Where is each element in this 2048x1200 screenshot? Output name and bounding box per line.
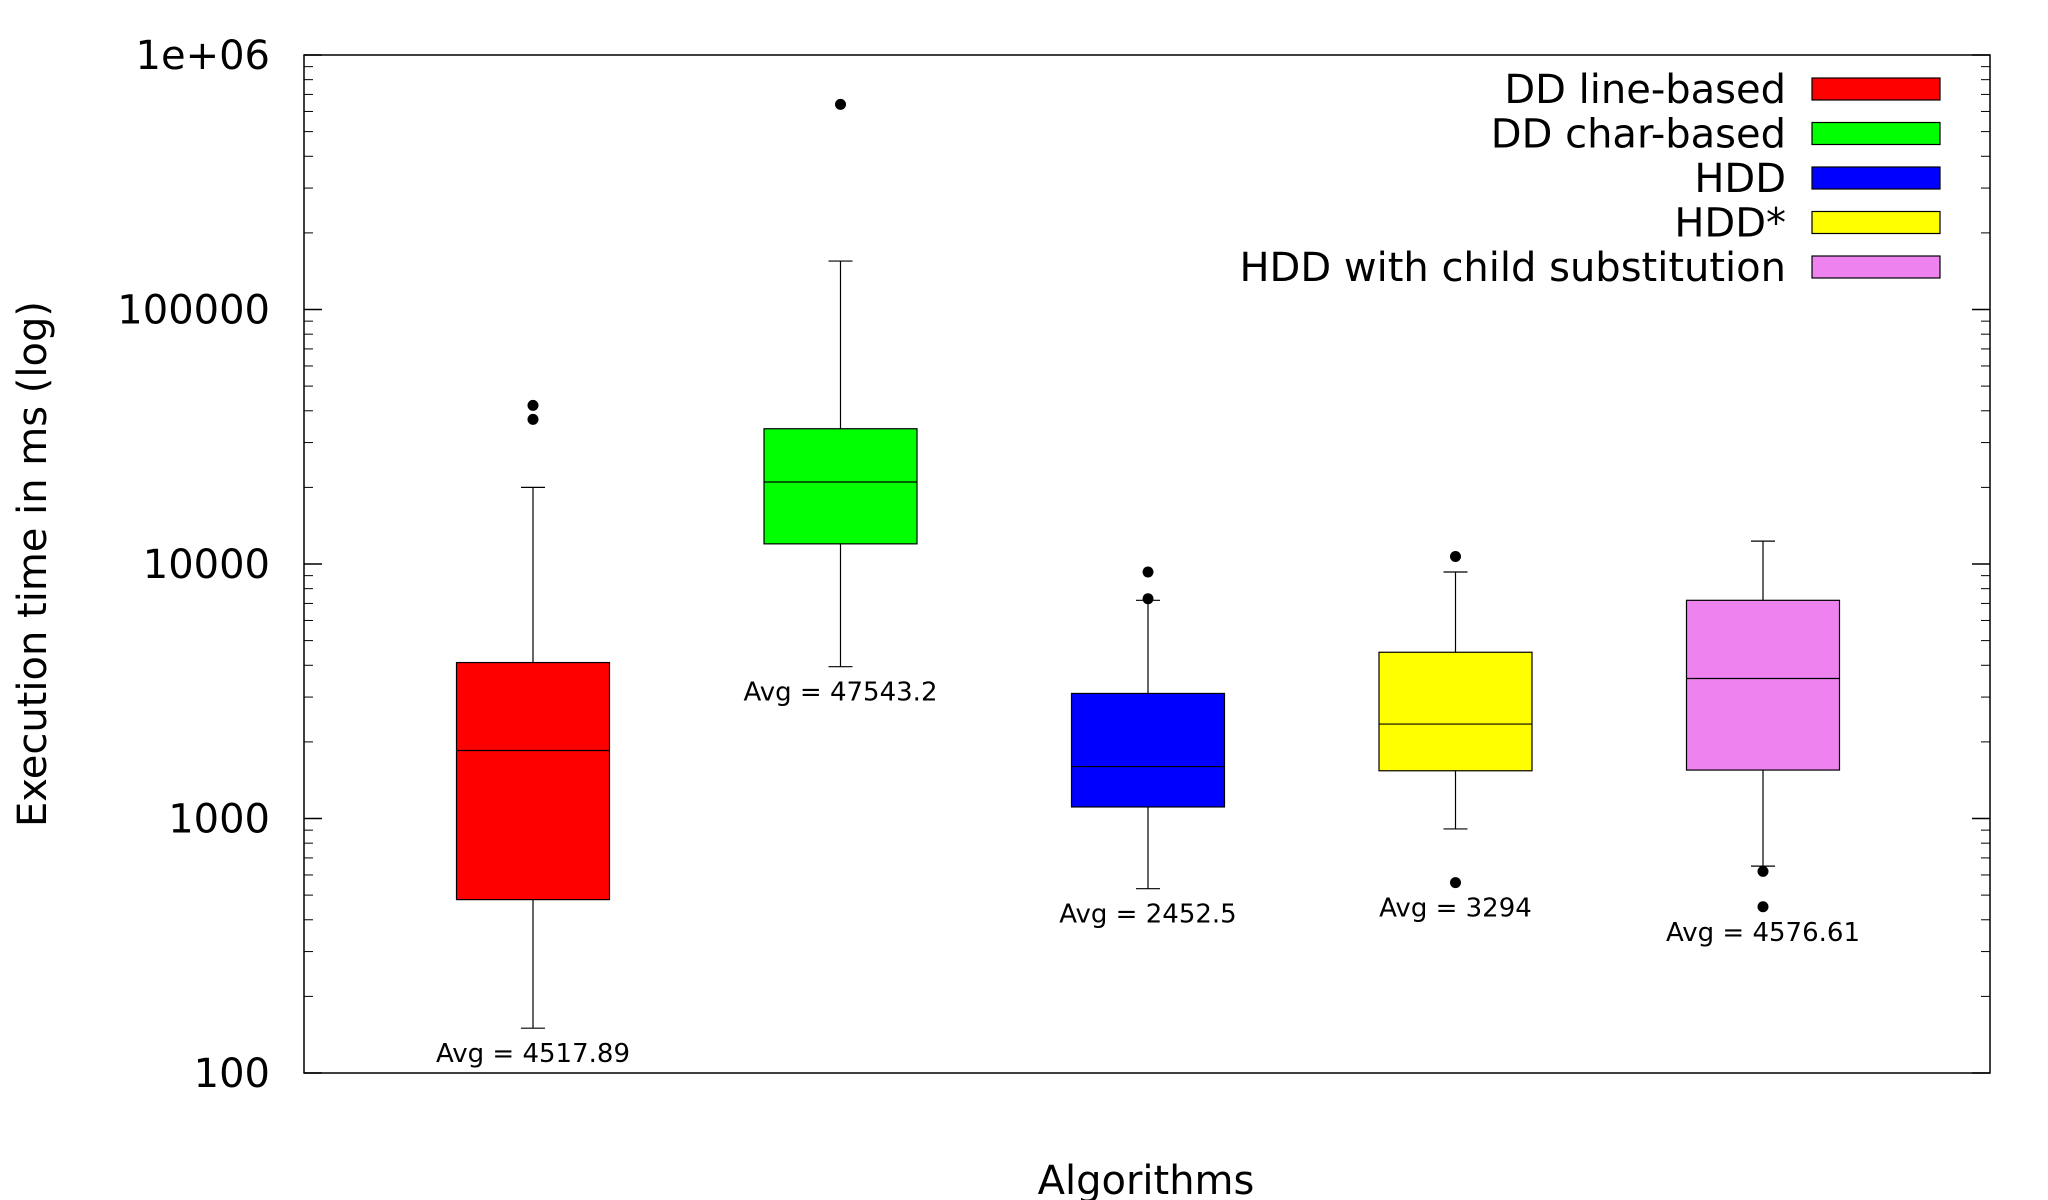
avg-label: Avg = 2452.5 [1059, 900, 1236, 930]
outlier-point [1142, 566, 1154, 578]
box-4: Avg = 3294 [1378, 551, 1533, 924]
box-5: Avg = 4576.61 [1666, 540, 1860, 948]
plot-frame [303, 54, 1991, 1074]
box-iqr [1070, 692, 1226, 808]
x-axis-label: Algorithms [1038, 1158, 1255, 1200]
legend-label: HDD* [1674, 201, 1786, 247]
box-iqr [763, 428, 918, 545]
legend-item: DD line-based [1504, 67, 1941, 113]
legend-swatch [1811, 210, 1941, 235]
box-1: Avg = 4517.89 [436, 399, 630, 1069]
legend-label: HDD [1694, 156, 1786, 202]
y-tick-label: 100000 [117, 288, 270, 334]
legend-swatch [1811, 166, 1941, 190]
legend-label: HDD with child substitution [1239, 245, 1786, 291]
boxes-layer: Avg = 4517.89 Avg = 47543.2 Avg = 2452.5 Av… [436, 98, 1860, 1069]
y-axis-label: Execution time in ms (log) [10, 301, 56, 827]
legend-swatch [1811, 77, 1941, 101]
legend-item: HDD with child substitution [1239, 245, 1941, 291]
box-iqr [1378, 651, 1533, 772]
box-iqr [455, 661, 611, 901]
outlier-point [1450, 877, 1461, 889]
outlier-point [1757, 865, 1769, 877]
y-tick-label: 100 [194, 1051, 270, 1097]
y-tick-label: 1000 [168, 797, 270, 843]
legend-label: DD line-based [1504, 67, 1786, 113]
avg-label: Avg = 4576.61 [1666, 918, 1860, 948]
avg-label: Avg = 47543.2 [744, 678, 938, 708]
y-tick-label: 10000 [143, 542, 270, 588]
outlier-point [1450, 551, 1461, 563]
y-axis-ticks: 100 1000 10000 100000 1e+06 [117, 33, 1990, 1097]
legend-item: DD char-based [1491, 112, 1941, 158]
outlier-point [1142, 593, 1154, 605]
legend-label: DD char-based [1491, 112, 1786, 158]
y-tick-label: 1e+06 [136, 33, 270, 79]
outlier-point [527, 413, 539, 425]
box-2: Avg = 47543.2 [744, 98, 938, 708]
legend-item: HDD [1694, 156, 1941, 202]
outlier-point [1757, 901, 1769, 913]
avg-label: Avg = 3294 [1379, 894, 1532, 924]
legend-swatch [1811, 121, 1941, 146]
legend-swatch [1811, 255, 1941, 279]
legend-item: HDD* [1674, 201, 1941, 247]
box-3: Avg = 2452.5 [1059, 566, 1237, 930]
box-iqr [1685, 599, 1841, 771]
outlier-point [527, 399, 539, 411]
avg-label: Avg = 4517.89 [436, 1039, 630, 1069]
outlier-point [835, 98, 846, 110]
